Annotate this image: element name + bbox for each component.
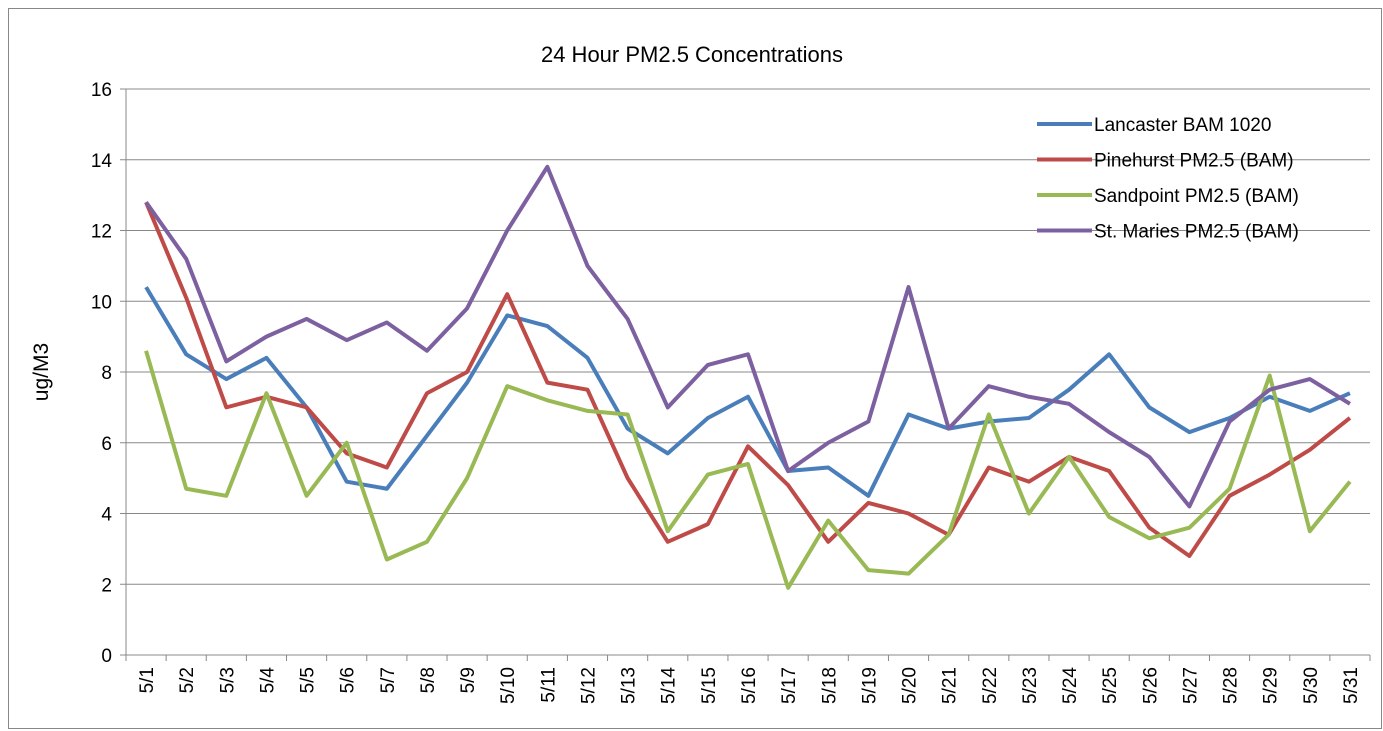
- legend-label: Sandpoint PM2.5 (BAM): [1094, 186, 1299, 207]
- x-tick-label: 5/17: [779, 667, 800, 704]
- series-line: [144, 350, 1352, 590]
- y-axis-label: ug/M3: [30, 343, 53, 401]
- y-tick-label: 16: [91, 80, 112, 101]
- x-tick-label: 5/10: [498, 667, 519, 704]
- y-tick-label: 0: [101, 646, 112, 667]
- legend-label: St. Maries PM2.5 (BAM): [1094, 222, 1299, 243]
- x-tick-label: 5/21: [940, 667, 961, 704]
- x-tick-label: 5/8: [418, 667, 439, 693]
- series-line: [144, 164, 1351, 509]
- y-tick-label: 8: [101, 363, 112, 384]
- x-tick-label: 5/6: [338, 667, 359, 693]
- x-tick-label: 5/1: [137, 667, 158, 693]
- x-tick-label: 5/27: [1180, 667, 1201, 704]
- y-tick-label: 12: [91, 222, 112, 243]
- x-tick-label: 5/26: [1140, 667, 1161, 704]
- x-tick-label: 5/29: [1261, 667, 1282, 704]
- x-tick-label: 5/13: [619, 667, 640, 704]
- x-tick-label: 5/18: [819, 667, 840, 704]
- x-tick-label: 5/20: [900, 667, 921, 704]
- y-tick-label: 14: [91, 151, 113, 172]
- x-tick-label: 5/15: [699, 667, 720, 704]
- x-tick-label: 5/19: [859, 667, 880, 704]
- legend-label: Pinehurst PM2.5 (BAM): [1094, 151, 1294, 172]
- x-tick-label: 5/3: [217, 667, 238, 693]
- series-line: [144, 201, 1352, 558]
- x-tick-label: 5/5: [298, 667, 319, 693]
- x-tick-label: 5/31: [1341, 667, 1362, 704]
- x-tick-label: 5/25: [1100, 667, 1121, 704]
- legend-label: Lancaster BAM 1020: [1094, 115, 1271, 136]
- x-tick-label: 5/28: [1221, 667, 1242, 704]
- x-tick-label: 5/9: [458, 667, 479, 693]
- x-tick-label: 5/14: [659, 667, 680, 704]
- x-tick-label: 5/12: [578, 667, 599, 704]
- x-tick-label: 5/7: [378, 667, 399, 693]
- x-tick-label: 5/30: [1301, 667, 1322, 704]
- x-tick-label: 5/16: [739, 667, 760, 704]
- chart-title: 24 Hour PM2.5 Concentrations: [541, 42, 843, 67]
- x-tick-label: 5/11: [538, 667, 559, 703]
- x-tick-label: 5/24: [1060, 667, 1081, 704]
- x-tick-label: 5/22: [980, 667, 1001, 704]
- y-tick-label: 10: [91, 292, 112, 313]
- x-tick-label: 5/4: [257, 667, 278, 694]
- series-line: [144, 286, 1351, 498]
- x-tick-label: 5/23: [1020, 667, 1041, 704]
- y-tick-label: 6: [101, 434, 112, 455]
- y-tick-label: 2: [101, 575, 112, 596]
- chart-border: [8, 8, 1382, 729]
- y-tick-label: 4: [101, 505, 112, 526]
- x-tick-label: 5/2: [177, 667, 198, 693]
